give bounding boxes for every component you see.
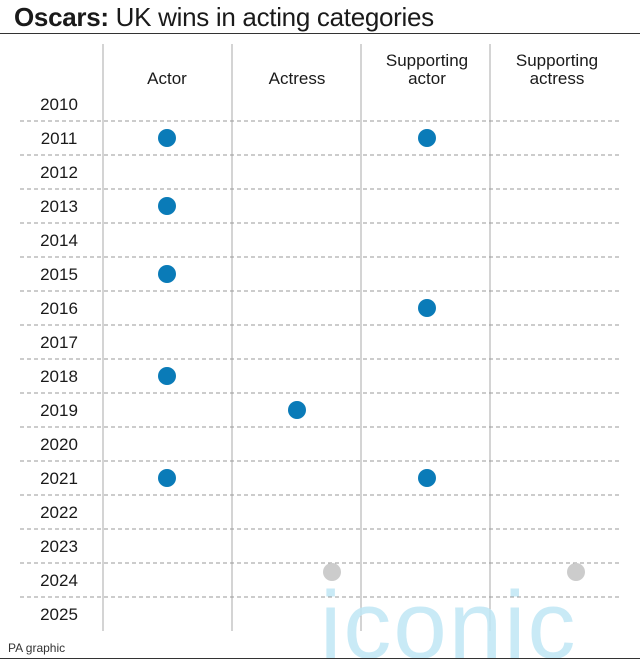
- chart-title: Oscars: UK wins in acting categories: [14, 2, 434, 32]
- year-label: 2016: [40, 299, 78, 318]
- year-label: 2018: [40, 367, 78, 386]
- title-bold: Oscars:: [14, 2, 109, 32]
- year-label: 2022: [40, 503, 78, 522]
- year-label: 2017: [40, 333, 78, 352]
- bottom-rule: [0, 658, 640, 659]
- year-label: 2023: [40, 537, 78, 556]
- win-dot: [158, 129, 176, 147]
- year-label: 2011: [41, 129, 78, 148]
- year-label: 2024: [40, 571, 78, 590]
- win-dot: [418, 469, 436, 487]
- year-label: 2019: [40, 401, 78, 420]
- year-label: 2021: [40, 469, 78, 488]
- column-header: Actress: [269, 69, 326, 88]
- year-label: 2013: [40, 197, 78, 216]
- column-header: actress: [530, 69, 585, 88]
- title-rule: [0, 33, 640, 34]
- year-label: 2015: [40, 265, 78, 284]
- win-dot: [418, 129, 436, 147]
- footer-credit: PA graphic: [8, 641, 66, 655]
- year-label: 2025: [40, 605, 78, 624]
- win-dot: [158, 197, 176, 215]
- column-header: Supporting: [386, 51, 468, 70]
- win-dot: [288, 401, 306, 419]
- column-header: actor: [408, 69, 446, 88]
- year-label: 2020: [40, 435, 78, 454]
- year-label: 2014: [40, 231, 78, 250]
- win-dot: [418, 299, 436, 317]
- wins-table: Actor ActressSupportingactorSupportingact…: [20, 44, 620, 631]
- win-dot: [158, 265, 176, 283]
- win-dot: [158, 469, 176, 487]
- win-dot: [158, 367, 176, 385]
- year-label: 2012: [40, 163, 78, 182]
- title-rest: UK wins in acting categories: [108, 2, 435, 32]
- column-header: Supporting: [516, 51, 598, 70]
- column-header: Actor: [147, 69, 187, 88]
- year-label: 2010: [40, 95, 78, 114]
